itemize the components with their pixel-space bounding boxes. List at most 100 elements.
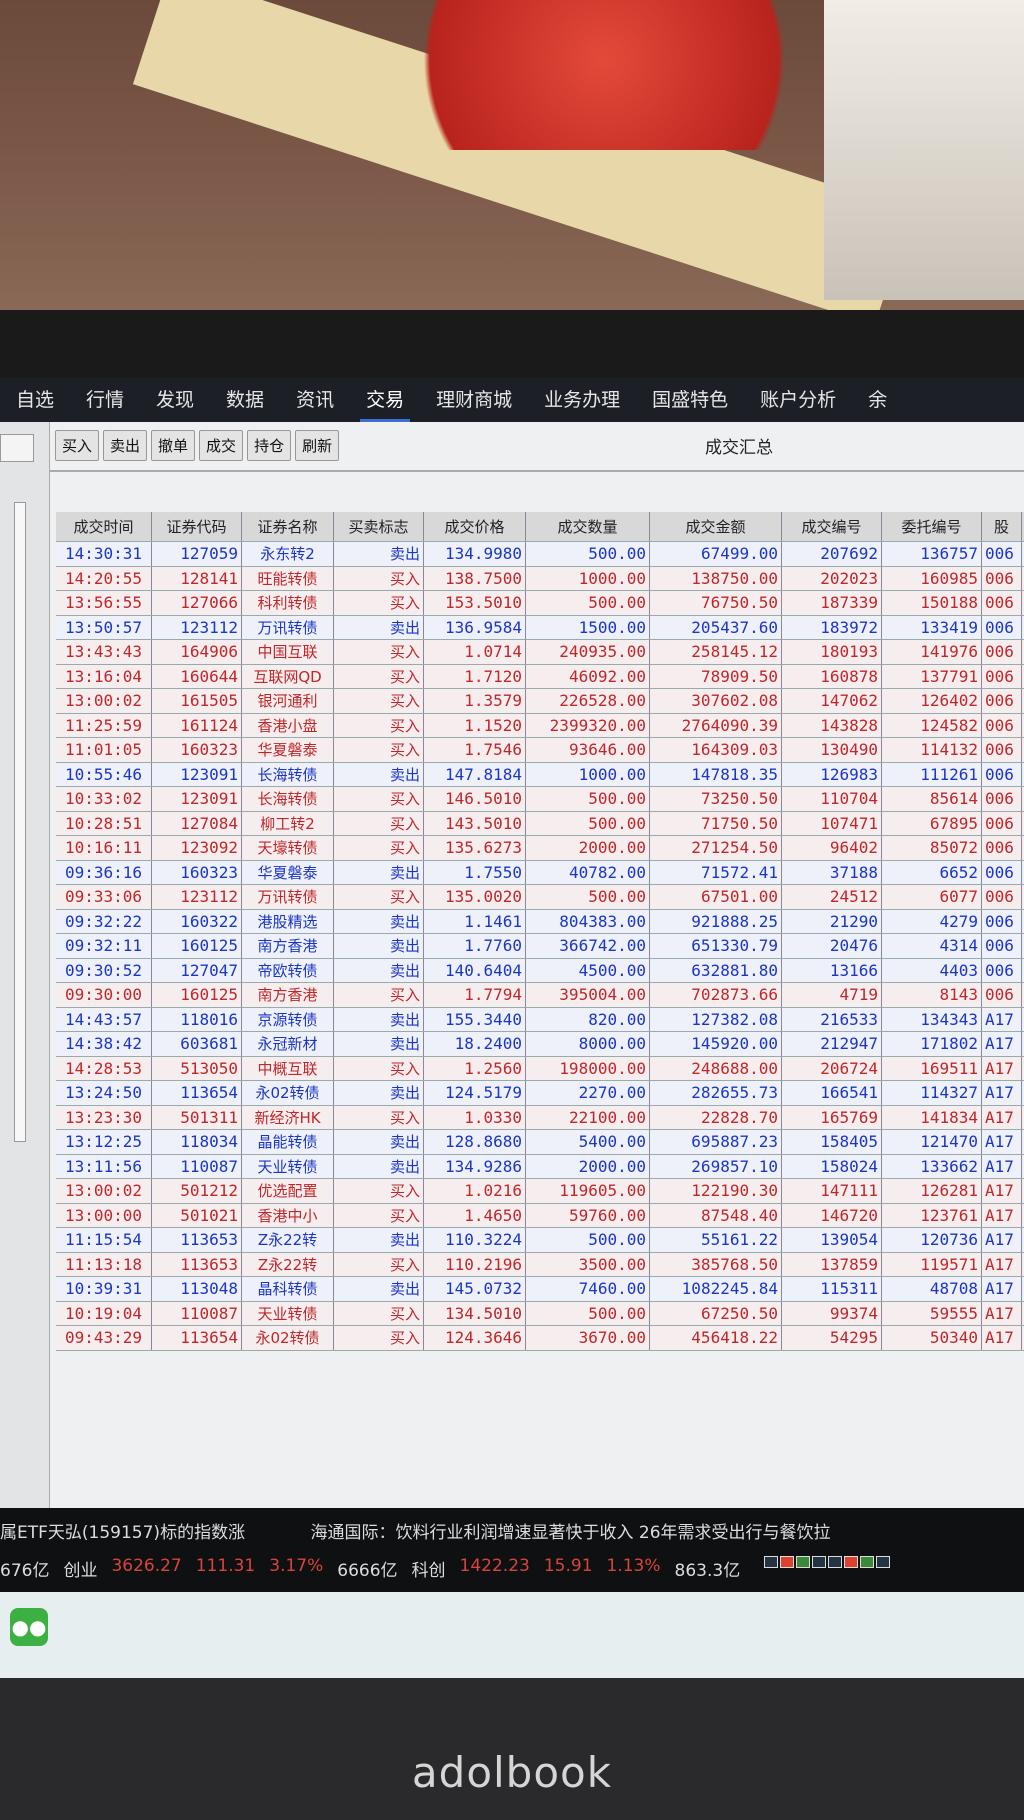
table-cell: 161505 xyxy=(152,689,242,713)
wechat-icon[interactable]: ●● xyxy=(10,1608,48,1646)
table-row[interactable]: 10:33:02 123091 长海转债 买入 146.5010 500.00 73250.… xyxy=(56,787,1024,812)
nav-tab[interactable]: 发现 xyxy=(156,389,195,411)
column-header[interactable]: 股 xyxy=(982,512,1022,541)
table-row[interactable]: 13:23:30 501311 新经济HK 买入 1.0330 22100.00 22828… xyxy=(56,1105,1024,1130)
table-row[interactable]: 09:30:52 127047 帝欧转债 卖出 140.6404 4500.00 63288… xyxy=(56,958,1024,983)
table-row[interactable]: 13:00:02 501212 优选配置 买入 1.0216 119605.00 12219… xyxy=(56,1179,1024,1204)
table-cell: 158405 xyxy=(782,1130,882,1154)
table-row[interactable]: 09:33:06 123112 万讯转债 买入 135.0020 500.00 67501.… xyxy=(56,885,1024,910)
column-header[interactable]: 买卖标志 xyxy=(334,512,424,541)
table-row[interactable]: 09:36:16 160323 华夏磐泰 卖出 1.7550 40782.00 71572.… xyxy=(56,860,1024,885)
table-cell: A17 xyxy=(982,1301,1022,1325)
table-row[interactable]: 14:20:55 128141 旺能转债 买入 138.7500 1000.00 13875… xyxy=(56,566,1024,591)
toolbar-button[interactable]: 撤单 xyxy=(151,430,196,461)
column-header[interactable]: 委托编号 xyxy=(882,512,982,541)
table-row[interactable]: 14:38:42 603681 永冠新材 卖出 18.2400 8000.00 145920… xyxy=(56,1032,1024,1057)
toolbar-button[interactable]: 持仓 xyxy=(247,430,292,461)
nav-tab[interactable]: 交易 xyxy=(350,378,420,422)
table-cell: 晶科转债 xyxy=(242,1277,334,1301)
table-cell: 127084 xyxy=(152,811,242,835)
laptop-bezel-top xyxy=(0,310,1024,380)
table-row[interactable]: 09:32:11 160125 南方香港 卖出 1.7760 366742.00 65133… xyxy=(56,934,1024,959)
table-cell: 买入 xyxy=(334,983,424,1007)
table-row[interactable]: 11:13:18 113653 Z永22转 买入 110.2196 3500.00 3857… xyxy=(56,1252,1024,1277)
table-header: 成交时间 证券代码 证券名称 买卖标志 成交价格 成交数量 成交金额 成交编号 委托编号股 xyxy=(56,512,1024,542)
news-item[interactable]: 属ETF天弘(159157)标的指数涨 xyxy=(0,1523,246,1543)
table-row[interactable]: 13:24:50 113654 永02转债 卖出 124.5179 2270.00 2826… xyxy=(56,1081,1024,1106)
table-cell: 501212 xyxy=(152,1179,242,1203)
column-header[interactable]: 成交编号 xyxy=(782,512,882,541)
table-cell: 147.8184 xyxy=(424,762,526,786)
table-row[interactable]: 10:55:46 123091 长海转债 卖出 147.8184 1000.00 14781… xyxy=(56,762,1024,787)
table-cell: 136.9584 xyxy=(424,615,526,639)
table-cell: 8143 xyxy=(882,983,982,1007)
table-row[interactable]: 13:16:04 160644 互联网QD 买入 1.7120 46092.00 78909… xyxy=(56,664,1024,689)
toolbar-button[interactable]: 卖出 xyxy=(103,430,148,461)
nav-tab[interactable]: 数据 xyxy=(226,389,265,411)
table-row[interactable]: 10:19:04 110087 天业转债 买入 134.5010 500.00 67250.… xyxy=(56,1301,1024,1326)
table-cell: 135.6273 xyxy=(424,836,526,860)
column-header[interactable]: 证券名称 xyxy=(242,512,334,541)
table-row[interactable]: 11:15:54 113653 Z永22转 卖出 110.3224 500.00 55161… xyxy=(56,1228,1024,1253)
table-cell: 卖出 xyxy=(334,909,424,933)
table-cell: 买入 xyxy=(334,1105,424,1129)
column-header[interactable]: 成交数量 xyxy=(526,512,650,541)
nav-tab[interactable]: 自选 xyxy=(16,389,55,411)
nav-tab[interactable]: 理财商城 xyxy=(436,389,513,411)
table-row[interactable]: 09:32:22 160322 港股精选 卖出 1.1461 804383.00 92188… xyxy=(56,909,1024,934)
table-cell: 006 xyxy=(982,664,1022,688)
table-cell: 366742.00 xyxy=(526,934,650,958)
side-scrollbar[interactable] xyxy=(14,502,26,1142)
toolbar-button[interactable]: 刷新 xyxy=(295,430,340,461)
table-row[interactable]: 13:12:25 118034 晶能转债 卖出 128.8680 5400.00 69588… xyxy=(56,1130,1024,1155)
table-row[interactable]: 09:30:00 160125 南方香港 买入 1.7794 395004.00 70287… xyxy=(56,983,1024,1008)
table-cell: 卖出 xyxy=(334,1154,424,1178)
table-row[interactable]: 14:28:53 513050 中概互联 买入 1.2560 198000.00 24868… xyxy=(56,1056,1024,1081)
table-row[interactable]: 13:00:02 161505 银河通利 买入 1.3579 226528.00 30760… xyxy=(56,689,1024,714)
table-cell: 006 xyxy=(982,909,1022,933)
side-button[interactable] xyxy=(0,434,34,462)
table-row[interactable]: 11:25:59 161124 香港小盘 买入 1.1520 2399320.00 2764… xyxy=(56,713,1024,738)
table-row[interactable]: 13:00:00 501021 香港中小 买入 1.4650 59760.00 87548.… xyxy=(56,1203,1024,1228)
table-row[interactable]: 13:11:56 110087 天业转债 卖出 134.9286 2000.00 26985… xyxy=(56,1154,1024,1179)
table-row[interactable]: 10:39:31 113048 晶科转债 卖出 145.0732 7460.00 10822… xyxy=(56,1277,1024,1302)
nav-tab[interactable]: 业务办理 xyxy=(544,389,621,411)
table-cell: 501021 xyxy=(152,1203,242,1227)
nav-tab[interactable]: 资讯 xyxy=(296,389,335,411)
nav-tab[interactable]: 账户分析 xyxy=(760,389,837,411)
table-cell: 93646.00 xyxy=(526,738,650,762)
column-header[interactable]: 成交价格 xyxy=(424,512,526,541)
news-item[interactable]: 海通国际：饮料行业利润增速显著快于收入 26年需求受出行与餐饮拉 xyxy=(310,1523,831,1543)
table-cell: 卖出 xyxy=(334,615,424,639)
table-cell: 127066 xyxy=(152,591,242,615)
table-cell: 48708 xyxy=(882,1277,982,1301)
table-row[interactable]: 10:16:11 123092 天壕转债 买入 135.6273 2000.00 27125… xyxy=(56,836,1024,861)
table-cell: 307602.08 xyxy=(650,689,782,713)
table-row[interactable]: 13:56:55 127066 科利转债 买入 153.5010 500.00 76750.… xyxy=(56,591,1024,616)
table-cell: 76750.50 xyxy=(650,591,782,615)
nav-tab[interactable]: 国盛特色 xyxy=(652,389,729,411)
table-row[interactable]: 13:43:43 164906 中国互联 买入 1.0714 240935.00 25814… xyxy=(56,640,1024,665)
column-header[interactable]: 成交金额 xyxy=(650,512,782,541)
table-cell: 123112 xyxy=(152,615,242,639)
table-cell: 永东转2 xyxy=(242,542,334,566)
table-row[interactable]: 14:43:57 118016 京源转债 卖出 155.3440 820.00 127382… xyxy=(56,1007,1024,1032)
table-cell: 123761 xyxy=(882,1203,982,1227)
column-header[interactable]: 成交时间 xyxy=(56,512,152,541)
column-header[interactable]: 证券代码 xyxy=(152,512,242,541)
table-row[interactable]: 10:28:51 127084 柳工转2 买入 143.5010 500.00 71750.… xyxy=(56,811,1024,836)
table-cell: 122190.30 xyxy=(650,1179,782,1203)
table-row[interactable]: 11:01:05 160323 华夏磐泰 买入 1.7546 93646.00 164309… xyxy=(56,738,1024,763)
table-row[interactable]: 14:30:31 127059 永东转2 卖出 134.9980 500.00 67499.… xyxy=(56,542,1024,567)
table-cell: 126983 xyxy=(782,762,882,786)
table-cell: 华夏磐泰 xyxy=(242,738,334,762)
toolbar-button[interactable]: 买入 xyxy=(55,430,100,461)
chinext-pct: 3.17% xyxy=(269,1556,324,1576)
table-cell: 78909.50 xyxy=(650,664,782,688)
toolbar-button[interactable]: 成交 xyxy=(199,430,244,461)
table-row[interactable]: 09:43:29 113654 永02转债 买入 124.3646 3670.00 4564… xyxy=(56,1326,1024,1351)
table-row[interactable]: 13:50:57 123112 万讯转债 卖出 136.9584 1500.00 20543… xyxy=(56,615,1024,640)
nav-tab[interactable]: 余 xyxy=(868,389,888,411)
nav-tab[interactable]: 行情 xyxy=(86,389,125,411)
table-cell: 09:32:11 xyxy=(56,934,152,958)
